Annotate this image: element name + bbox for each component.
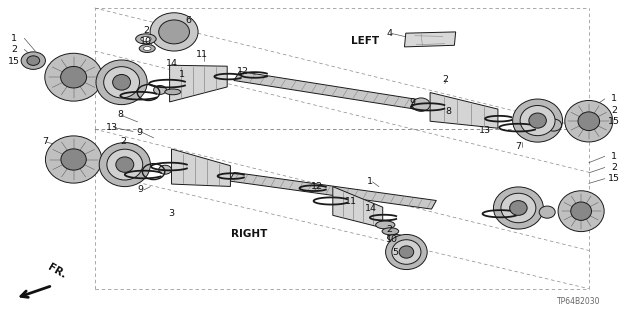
Ellipse shape [399, 246, 413, 258]
Ellipse shape [388, 234, 404, 241]
Ellipse shape [61, 149, 86, 170]
Ellipse shape [571, 202, 591, 220]
Text: 15: 15 [8, 57, 20, 66]
Ellipse shape [540, 206, 556, 218]
Ellipse shape [154, 85, 166, 94]
Ellipse shape [150, 13, 198, 51]
Ellipse shape [558, 191, 604, 232]
Text: 8: 8 [445, 107, 451, 116]
Polygon shape [333, 187, 383, 228]
Ellipse shape [143, 47, 151, 50]
Ellipse shape [113, 74, 131, 90]
Polygon shape [229, 173, 436, 209]
Ellipse shape [520, 106, 555, 136]
Text: 2: 2 [611, 163, 618, 172]
Polygon shape [172, 149, 230, 186]
Ellipse shape [136, 34, 156, 44]
Text: 1: 1 [11, 34, 17, 43]
Ellipse shape [509, 201, 527, 215]
Ellipse shape [107, 149, 143, 180]
Ellipse shape [385, 234, 428, 270]
Text: 12: 12 [311, 182, 323, 191]
Ellipse shape [529, 113, 547, 128]
Text: 14: 14 [166, 59, 177, 68]
Text: 3: 3 [168, 209, 175, 218]
Ellipse shape [493, 187, 543, 229]
Text: 11: 11 [196, 50, 207, 59]
Text: 4: 4 [386, 29, 392, 38]
Polygon shape [170, 65, 227, 102]
Text: 9: 9 [410, 98, 416, 107]
Ellipse shape [165, 89, 181, 95]
Text: 6: 6 [186, 16, 192, 25]
Text: 15: 15 [609, 174, 620, 183]
Text: 10: 10 [140, 37, 152, 46]
Ellipse shape [578, 112, 600, 130]
Ellipse shape [21, 52, 45, 69]
Text: 2: 2 [143, 26, 149, 35]
Text: 2: 2 [120, 137, 126, 146]
Text: 1: 1 [179, 70, 186, 79]
Ellipse shape [116, 157, 134, 172]
Ellipse shape [501, 193, 536, 223]
Text: RIGHT: RIGHT [232, 228, 268, 239]
Text: 13: 13 [106, 123, 118, 132]
Ellipse shape [159, 165, 172, 174]
Text: 9: 9 [136, 128, 143, 137]
Text: 15: 15 [609, 117, 620, 126]
Text: 13: 13 [479, 126, 491, 135]
Ellipse shape [45, 136, 102, 183]
Ellipse shape [392, 240, 421, 264]
Polygon shape [234, 71, 426, 110]
Ellipse shape [392, 242, 406, 248]
Text: 12: 12 [237, 67, 249, 76]
Ellipse shape [513, 99, 563, 142]
Ellipse shape [545, 119, 562, 131]
Text: 2: 2 [386, 225, 392, 234]
Ellipse shape [159, 20, 189, 44]
Polygon shape [404, 32, 456, 47]
Ellipse shape [382, 228, 399, 235]
Ellipse shape [565, 100, 613, 142]
Text: 2: 2 [11, 45, 17, 54]
Text: 1: 1 [611, 94, 618, 103]
Ellipse shape [61, 66, 86, 88]
Polygon shape [430, 93, 498, 128]
Ellipse shape [141, 36, 151, 41]
Text: LEFT: LEFT [351, 36, 379, 47]
Ellipse shape [376, 221, 395, 229]
Text: TP64B2030: TP64B2030 [557, 297, 600, 306]
Ellipse shape [96, 60, 147, 105]
Text: 5: 5 [392, 248, 399, 256]
Ellipse shape [412, 98, 430, 111]
Ellipse shape [45, 53, 102, 101]
Text: 8: 8 [117, 110, 124, 119]
Text: FR.: FR. [46, 262, 68, 281]
Ellipse shape [104, 67, 140, 98]
Text: 7: 7 [515, 142, 522, 151]
Text: 1: 1 [611, 152, 618, 161]
Text: 11: 11 [345, 197, 356, 206]
Ellipse shape [99, 143, 150, 187]
Text: 1: 1 [367, 177, 373, 186]
Text: 2: 2 [611, 106, 618, 115]
Text: 7: 7 [42, 137, 48, 146]
Text: 2: 2 [442, 75, 448, 84]
Text: 10: 10 [386, 235, 397, 244]
Text: 9: 9 [138, 185, 144, 194]
Ellipse shape [140, 44, 156, 53]
Text: 14: 14 [365, 204, 377, 213]
Ellipse shape [27, 56, 40, 65]
